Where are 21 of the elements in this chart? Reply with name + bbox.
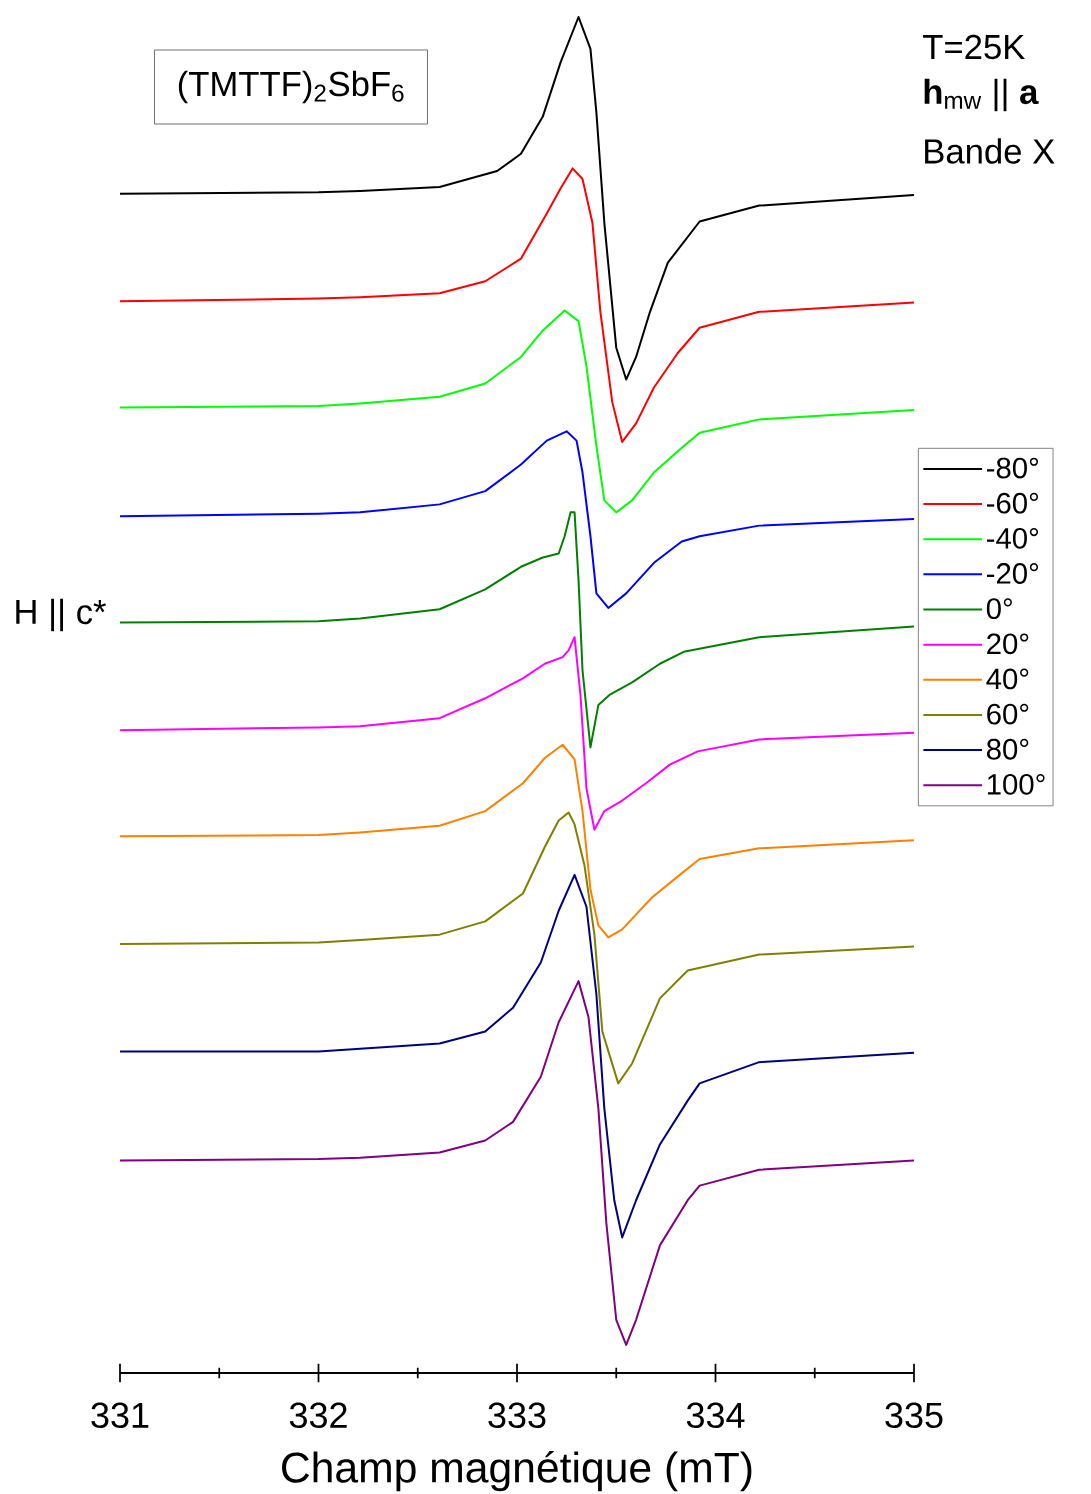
x-axis-title: Champ magnétique (mT) bbox=[282, 1450, 752, 1492]
legend-label: 80° bbox=[986, 738, 1029, 760]
legend-label: -40° bbox=[987, 527, 1039, 549]
text: T=25K bbox=[923, 34, 1025, 60]
x-tick-label: 332 bbox=[289, 1402, 347, 1429]
x-tick-label: 335 bbox=[885, 1402, 943, 1429]
legend-label: -60° bbox=[987, 492, 1039, 514]
x-tick-label: 331 bbox=[91, 1402, 149, 1429]
legend-label: 0° bbox=[986, 598, 1012, 620]
legend-label: 60° bbox=[987, 703, 1029, 725]
x-tick-label: 333 bbox=[488, 1402, 546, 1429]
legend-label: -80° bbox=[987, 457, 1039, 479]
x-tick-label: 334 bbox=[686, 1402, 745, 1429]
text: h$_{mw}$ || a bbox=[924, 78, 1039, 112]
text: H || c* bbox=[16, 598, 107, 632]
text: (TMTTF)$_{2}$SbF$_{6}$ bbox=[178, 70, 404, 104]
legend-label: -20° bbox=[987, 563, 1039, 584]
text: Bande X bbox=[925, 138, 1055, 164]
legend-label: 100° bbox=[987, 773, 1045, 795]
legend-label: 20° bbox=[987, 633, 1029, 655]
legend-label: 40° bbox=[986, 668, 1029, 690]
